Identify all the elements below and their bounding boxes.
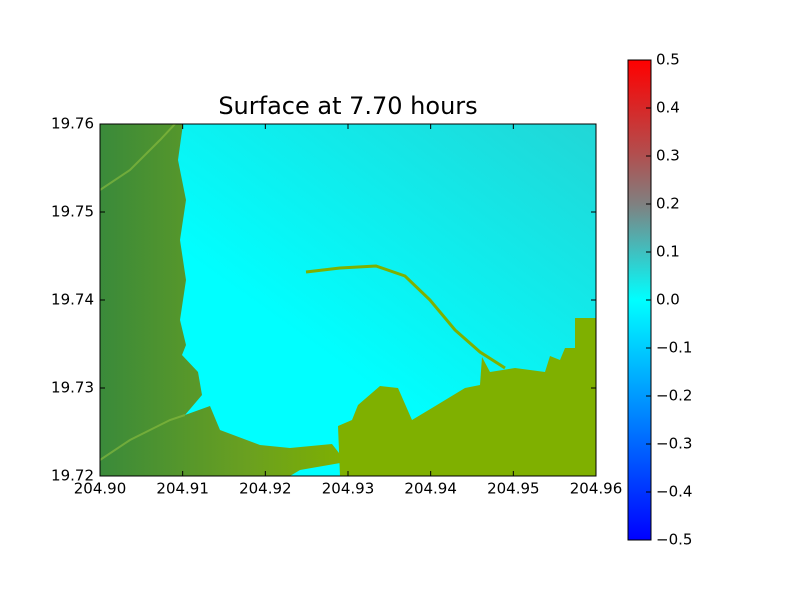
colorbar-tick-label: −0.5 [656,531,692,549]
streams [100,124,176,191]
colorbar-tick-label: −0.4 [656,483,692,501]
chart-title: Surface at 7.70 hours [218,92,477,120]
colorbar-tick-label: 0.4 [656,99,680,117]
x-tick-label: 204.96 [570,480,623,498]
colorbar-tick-label: 0.3 [656,147,680,165]
y-tick-label: 19.75 [51,203,94,221]
x-tick-label: 204.94 [404,480,457,498]
x-tick-label: 204.93 [322,480,375,498]
land-east [338,318,596,476]
colorbar-tick-label: 0.0 [656,291,680,309]
y-tick-label: 19.74 [51,291,94,309]
sand-spit [305,264,506,370]
x-tick-label: 204.91 [156,480,209,498]
colorbar-tick-label: −0.2 [656,387,692,405]
x-tick-label: 204.95 [487,480,540,498]
streams [100,414,186,461]
colorbar-tick-label: −0.3 [656,435,692,453]
y-tick-label: 19.73 [51,379,94,397]
x-tick-label: 204.92 [239,480,292,498]
colorbar-tick-label: 0.1 [656,243,680,261]
colorbar-tick-label: 0.5 [656,51,680,69]
y-tick-label: 19.72 [51,467,94,485]
colorbar-tick-label: 0.2 [656,195,680,213]
colorbar-tick-label: −0.1 [656,339,692,357]
land-west [100,124,346,476]
x-tick-label: 204.90 [74,480,127,498]
map [100,124,596,476]
y-tick-label: 19.76 [51,115,94,133]
